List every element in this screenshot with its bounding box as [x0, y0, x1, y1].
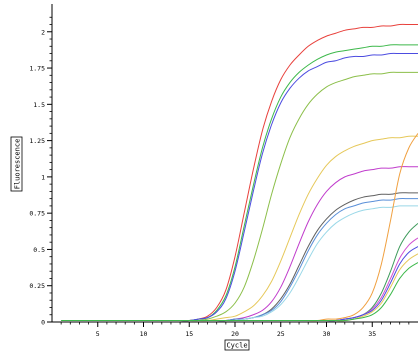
series-line-10: [61, 133, 418, 322]
series-line-2: [61, 44, 418, 322]
x-axis-label: Cycle: [224, 339, 250, 351]
series-line-5: [61, 135, 418, 322]
x-tick-label: 15: [185, 330, 193, 338]
series-line-15: [61, 262, 418, 322]
y-axis-label: Fluorescence: [10, 136, 23, 192]
y-tick-label: 1: [41, 173, 45, 181]
y-axis-label-text: Fluorescence: [14, 139, 22, 190]
x-tick-label: 20: [231, 330, 239, 338]
y-tick-label: 1.75: [29, 65, 45, 73]
x-tick-label: 35: [368, 330, 376, 338]
x-tick-label: 5: [96, 330, 100, 338]
y-tick-label: 2: [41, 28, 45, 36]
series-layer: [61, 23, 418, 322]
axes-layer: [51, 4, 418, 323]
series-line-7: [61, 192, 418, 322]
y-tick-label: 0: [41, 319, 45, 327]
y-tick-label: 1.5: [33, 101, 45, 109]
x-tick-label: 30: [323, 330, 331, 338]
series-line-3: [61, 52, 418, 322]
series-line-1: [61, 23, 418, 322]
x-tick-label: 10: [140, 330, 148, 338]
series-line-14: [61, 253, 418, 322]
series-line-6: [61, 166, 418, 322]
y-tick-label: 0.75: [29, 210, 45, 218]
y-tick-label: 0.5: [33, 246, 45, 254]
series-line-13: [61, 246, 418, 322]
y-tick-label: 1.25: [29, 137, 45, 145]
series-line-8: [61, 198, 418, 322]
x-tick-label: 25: [277, 330, 285, 338]
y-tick-label: 0.25: [29, 282, 45, 290]
label-layer: Fluorescence Cycle: [10, 136, 250, 351]
series-line-9: [61, 205, 418, 322]
x-axis-label-text: Cycle: [226, 342, 247, 350]
